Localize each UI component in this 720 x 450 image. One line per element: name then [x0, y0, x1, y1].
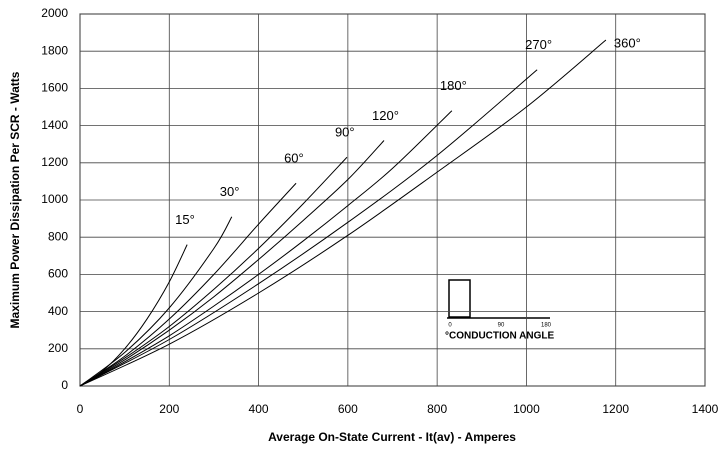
series-label: 90°: [335, 125, 355, 140]
series-label: 30°: [220, 184, 240, 199]
y-tick-label: 1200: [41, 155, 68, 169]
y-tick-label: 0: [61, 378, 68, 392]
series-label: 360°: [614, 35, 641, 50]
y-tick-label: 1400: [41, 118, 68, 132]
series-line: [79, 216, 233, 387]
inset: 0 90 180 °CONDUCTION ANGLE: [445, 279, 555, 342]
y-tick-label: 200: [48, 341, 68, 355]
x-tick-label: 200: [159, 402, 179, 416]
series-line: [79, 69, 538, 387]
series-label: 120°: [372, 108, 399, 123]
y-tick-label: 2000: [41, 6, 68, 20]
series-label: 270°: [525, 37, 552, 52]
series-label: 180°: [440, 78, 467, 93]
inset-tick: 0: [448, 323, 452, 329]
series-line: [79, 244, 188, 387]
y-axis-label: Maximum Power Dissipation Per SCR - Watt…: [8, 71, 22, 328]
series-line: [79, 39, 607, 387]
y-tick-label: 600: [48, 267, 68, 281]
y-tick-label: 400: [48, 304, 68, 318]
series-line: [79, 140, 385, 387]
series-line: [79, 156, 348, 387]
series-line: [79, 110, 453, 387]
x-tick-label: 0: [77, 402, 84, 416]
x-tick-label: 1400: [692, 402, 719, 416]
series-line: [79, 182, 297, 387]
inset-tick: 90: [498, 323, 505, 329]
y-tick-label: 1600: [41, 81, 68, 95]
y-tick-label: 1800: [41, 43, 68, 57]
inset-box: [448, 279, 471, 318]
series-label: 60°: [284, 151, 304, 166]
x-tick-label: 1000: [513, 402, 540, 416]
x-tick-label: 1200: [602, 402, 629, 416]
series-label: 15°: [175, 212, 195, 227]
inset-tick: 180: [541, 323, 552, 329]
y-tick-label: 800: [48, 229, 68, 243]
x-tick-label: 800: [427, 402, 447, 416]
x-axis-label: Average On-State Current - It(av) - Ampe…: [268, 430, 516, 444]
x-tick-label: 400: [249, 402, 269, 416]
inset-label: °CONDUCTION ANGLE: [445, 331, 555, 342]
y-tick-label: 1000: [41, 192, 68, 206]
x-tick-label: 600: [338, 402, 358, 416]
